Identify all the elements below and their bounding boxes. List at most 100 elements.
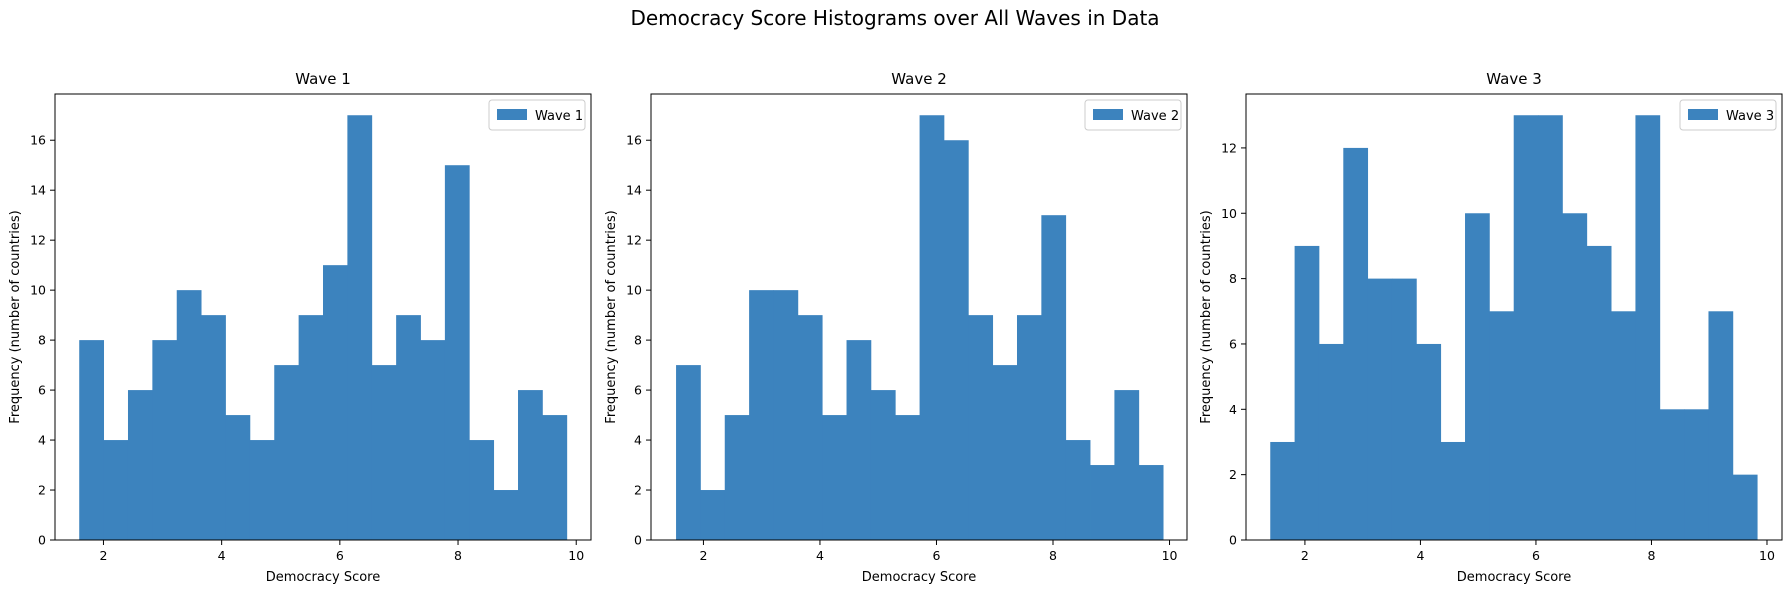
histogram-bar: [152, 340, 178, 540]
histogram-bar: [895, 415, 920, 540]
histogram-bar: [420, 340, 446, 540]
legend-label: Wave 2: [1131, 109, 1179, 124]
histogram-bar: [846, 340, 872, 540]
histogram-bar: [249, 440, 275, 540]
axes-frame: [54, 93, 592, 541]
histogram-bar: [1270, 441, 1296, 540]
histogram-bar: [127, 390, 153, 540]
y-tick-label: 16: [30, 133, 46, 148]
histogram-bar: [1041, 215, 1067, 540]
y-tick-label: 6: [634, 383, 642, 398]
histogram-bar: [1114, 390, 1140, 540]
x-axis-label: Democracy Score: [1457, 570, 1571, 585]
histogram-bar: [1440, 441, 1466, 540]
x-tick-label: 10: [1759, 548, 1775, 563]
chart-panel-1: 2 4 6 8 10 0 2 4 6 8 10 12 14 16 Wave 1 Democracy Score…: [8, 70, 592, 585]
chart-title: Wave 3: [1486, 70, 1541, 88]
legend-label: Wave 3: [1726, 109, 1774, 124]
histogram-bar: [676, 365, 701, 540]
histogram-bar: [1513, 115, 1539, 540]
legend-swatch: [1688, 109, 1718, 120]
x-tick-label: 10: [568, 548, 584, 563]
histogram-bar: [396, 315, 421, 540]
y-axis-label: Frequency (number of countries): [1199, 210, 1214, 423]
legend-label: Wave 1: [535, 109, 583, 124]
chart-panel-2: 2 4 6 8 10 0 2 4 6 8 10 12 14 16 Wave 2 Democracy Score…: [604, 70, 1188, 585]
x-tick-label: 6: [1532, 548, 1540, 563]
x-axis-label: Democracy Score: [862, 570, 976, 585]
histogram-bar: [773, 290, 799, 540]
histogram-bar: [1489, 311, 1515, 540]
histogram-bar: [822, 415, 847, 540]
histogram-bar: [1635, 115, 1661, 540]
legend: Wave 3: [1679, 99, 1777, 131]
histogram-bar: [1343, 147, 1369, 540]
y-tick-label: 14: [30, 183, 46, 198]
figure-title: Democracy Score Histograms over All Wave…: [630, 6, 1160, 30]
x-tick-label: 10: [1162, 548, 1178, 563]
y-tick-label: 2: [38, 483, 46, 498]
y-tick-label: 0: [1229, 533, 1237, 548]
legend: Wave 1: [488, 99, 586, 131]
y-tick-label: 0: [634, 533, 642, 548]
histogram-bar: [1367, 278, 1393, 540]
x-tick-label: 8: [1049, 548, 1057, 563]
histogram-bar: [103, 440, 129, 540]
histogram-bar: [1090, 465, 1115, 540]
legend-box: [488, 99, 586, 131]
legend-swatch: [1093, 109, 1123, 120]
y-tick-label: 12: [1221, 140, 1237, 155]
chart-title: Wave 2: [891, 70, 946, 88]
y-tick-label: 12: [30, 233, 46, 248]
axes-frame: [1245, 93, 1783, 541]
x-tick-label: 8: [454, 548, 462, 563]
histogram-bar: [797, 315, 823, 540]
histogram-bar: [1562, 213, 1588, 540]
histogram-bar: [201, 315, 226, 540]
legend: Wave 2: [1084, 99, 1182, 131]
histogram-bar: [1538, 115, 1563, 540]
x-axis-label: Democracy Score: [266, 570, 380, 585]
histogram-bar: [1586, 245, 1612, 540]
histogram-bar: [1684, 409, 1709, 540]
axes-frame: [650, 93, 1188, 541]
x-tick-label: 2: [1301, 548, 1309, 563]
y-tick-label: 4: [634, 433, 642, 448]
y-axis-label: Frequency (number of countries): [8, 210, 23, 423]
x-tick-label: 4: [218, 548, 226, 563]
histogram-bar: [1416, 343, 1442, 540]
histogram-bar: [943, 140, 969, 540]
histogram-bar: [225, 415, 251, 540]
histogram-bar: [323, 265, 348, 540]
histogram-bar: [371, 365, 397, 540]
histogram-bar: [347, 115, 373, 540]
histogram-bar: [444, 165, 470, 540]
y-tick-label: 8: [38, 333, 46, 348]
y-tick-label: 10: [1221, 206, 1237, 221]
chart-panel-3: 2 4 6 8 10 0 2 4 6 8 10 12 Wave 3 Democracy Score Freq…: [1199, 70, 1783, 585]
y-tick-label: 8: [1229, 271, 1237, 286]
legend-swatch: [497, 109, 527, 120]
x-tick-label: 2: [699, 548, 707, 563]
y-tick-label: 4: [1229, 402, 1237, 417]
y-tick-label: 8: [634, 333, 642, 348]
x-tick-label: 6: [933, 548, 941, 563]
histogram-bar: [749, 290, 774, 540]
histogram-bar: [469, 440, 495, 540]
y-tick-label: 4: [38, 433, 46, 448]
histogram-bar: [1465, 213, 1490, 540]
y-tick-label: 12: [626, 233, 642, 248]
x-tick-label: 8: [1647, 548, 1655, 563]
y-tick-label: 10: [30, 283, 46, 298]
x-tick-label: 4: [1416, 548, 1424, 563]
y-tick-label: 6: [1229, 336, 1237, 351]
y-tick-label: 6: [38, 383, 46, 398]
histogram-bar: [919, 115, 945, 540]
histogram-bar: [1708, 311, 1734, 540]
histogram-bar: [1659, 409, 1685, 540]
histogram-bar: [724, 415, 750, 540]
histogram-bar: [1065, 440, 1091, 540]
legend-box: [1084, 99, 1182, 131]
histogram-bar: [1611, 311, 1636, 540]
